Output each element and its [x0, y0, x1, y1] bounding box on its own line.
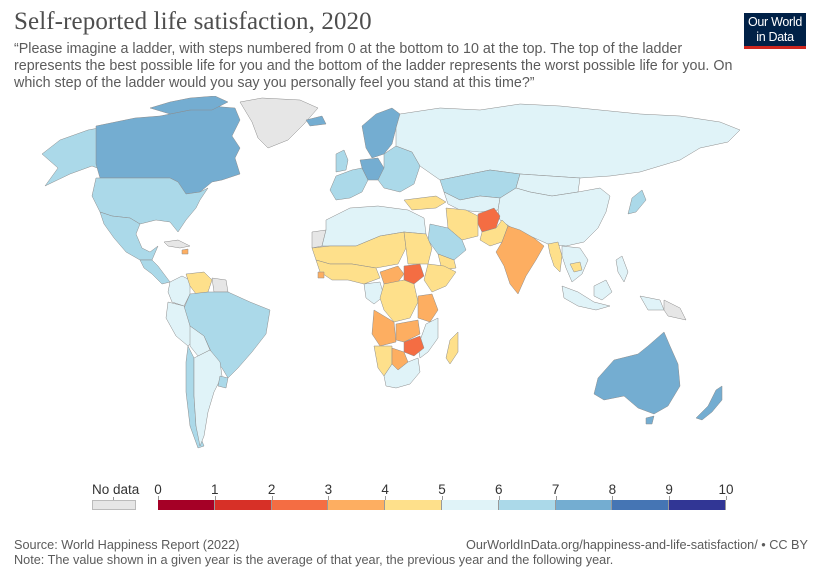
region-central-african-republic[interactable] — [379, 265, 405, 285]
logo-line-1: Our World — [747, 15, 803, 29]
region-myanmar[interactable] — [547, 241, 563, 273]
region-philippines[interactable] — [615, 255, 629, 283]
legend-tick-label: 8 — [608, 482, 617, 497]
legend-no-data-swatch — [92, 500, 136, 510]
footer-note: Note: The value shown in a given year is… — [14, 553, 614, 567]
legend-bin-2-3[interactable] — [271, 500, 329, 510]
legend-no-data-label: No data — [92, 482, 140, 497]
legend-tick-mark — [726, 496, 727, 500]
region-china[interactable] — [497, 187, 611, 247]
legend-tick-mark — [498, 496, 500, 500]
region-zimbabwe[interactable] — [403, 335, 425, 357]
region-zambia[interactable] — [395, 319, 421, 343]
region-indonesia[interactable] — [561, 285, 611, 311]
legend-tick-label: 10 — [718, 482, 734, 497]
region-colombia[interactable] — [167, 275, 191, 307]
region-central-america[interactable] — [139, 259, 171, 285]
region-west-africa[interactable] — [315, 259, 381, 285]
chart-subtitle: “Please imagine a ladder, with steps num… — [14, 41, 733, 91]
legend-tick-label: 2 — [267, 482, 276, 497]
legend-tick-label: 0 — [154, 482, 162, 497]
region-united-kingdom[interactable] — [335, 149, 349, 173]
legend-tick-mark — [158, 496, 159, 500]
region-haiti[interactable] — [181, 248, 189, 255]
legend-bin-9-10[interactable] — [669, 500, 726, 510]
legend-bin-5-6[interactable] — [442, 500, 499, 510]
region-madagascar[interactable] — [445, 331, 459, 365]
legend-bin-6-7[interactable] — [498, 500, 556, 510]
legend-tick-label: 6 — [495, 482, 503, 497]
legend-tick-mark — [214, 496, 216, 500]
legend-tick-label: 1 — [211, 482, 219, 497]
region-cuba[interactable] — [163, 239, 191, 249]
legend-tick-label: 3 — [324, 482, 333, 497]
legend-tick-mark — [669, 496, 671, 500]
region-greenland[interactable] — [239, 97, 319, 149]
legend-tick-label: 9 — [665, 482, 673, 497]
world-map — [41, 96, 741, 449]
region-turkey[interactable] — [403, 195, 447, 211]
region-nordics[interactable] — [361, 107, 401, 159]
legend-tick-mark — [271, 496, 273, 500]
owid-logo[interactable]: Our World in Data — [744, 13, 806, 49]
legend-tick-label: 4 — [381, 482, 389, 497]
legend-tick-mark — [385, 496, 387, 500]
region-dr-congo[interactable] — [379, 279, 419, 323]
region-japan[interactable] — [627, 189, 647, 215]
legend-tick-label: 7 — [551, 482, 560, 497]
region-argentina[interactable] — [193, 349, 223, 447]
region-tanzania[interactable] — [417, 293, 439, 323]
region-tasmania[interactable] — [645, 415, 655, 425]
legend-tick-mark — [442, 496, 443, 500]
legend-bin-0-1[interactable] — [158, 500, 215, 510]
footer-source: Source: World Happiness Report (2022) — [14, 538, 240, 552]
region-canada-islands[interactable] — [149, 96, 229, 115]
footer-url[interactable]: OurWorldInData.org/happiness-and-life-sa… — [466, 538, 808, 552]
region-south-sudan[interactable] — [403, 263, 425, 285]
legend-tick-mark — [328, 496, 330, 500]
legend-tick-label: 5 — [438, 482, 446, 497]
logo-line-2: in Data — [756, 30, 794, 44]
region-mexico[interactable] — [99, 211, 159, 261]
region-western-europe[interactable] — [329, 167, 369, 201]
legend-bin-4-5[interactable] — [385, 500, 442, 510]
legend-tick-mark — [612, 496, 614, 500]
legend-bin-8-9[interactable] — [612, 500, 670, 510]
region-congo[interactable] — [363, 281, 385, 305]
region-australia[interactable] — [593, 331, 681, 415]
region-uruguay[interactable] — [217, 375, 229, 389]
legend-bin-3-4[interactable] — [328, 500, 386, 510]
region-india[interactable] — [495, 225, 545, 295]
region-new-guinea-west[interactable] — [639, 295, 665, 311]
region-mozambique[interactable] — [417, 317, 439, 359]
region-indonesia-borneo[interactable] — [593, 279, 613, 301]
region-guianas[interactable] — [211, 277, 229, 293]
legend-tick-mark — [555, 496, 557, 500]
region-angola[interactable] — [371, 309, 397, 347]
color-legend: No data 0 1 2 3 4 5 6 7 8 9 10 — [0, 478, 818, 518]
region-sierra-leone[interactable] — [317, 271, 325, 279]
region-sudan[interactable] — [403, 231, 433, 265]
region-russia[interactable] — [395, 103, 741, 181]
region-south-africa[interactable] — [383, 357, 421, 389]
legend-bin-7-8[interactable] — [555, 500, 613, 510]
region-papua-new-guinea[interactable] — [663, 299, 687, 321]
chart-title: Self-reported life satisfaction, 2020 — [14, 8, 372, 35]
region-new-zealand[interactable] — [695, 385, 723, 421]
region-iceland[interactable] — [305, 115, 327, 127]
legend-no-data-tick — [113, 497, 114, 501]
legend-bin-1-2[interactable] — [214, 500, 272, 510]
region-cambodia[interactable] — [569, 261, 583, 273]
region-ethiopia[interactable] — [423, 263, 457, 293]
